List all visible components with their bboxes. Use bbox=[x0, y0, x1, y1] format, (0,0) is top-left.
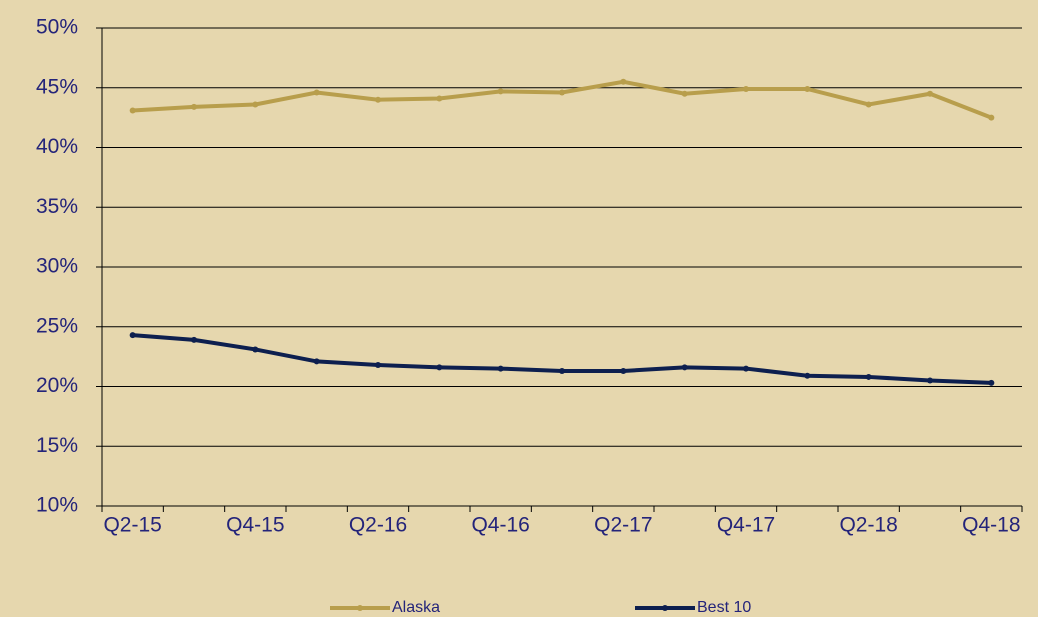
y-tick-label: 30% bbox=[36, 255, 78, 278]
legend-marker bbox=[357, 605, 363, 611]
x-tick-label: Q2-18 bbox=[839, 514, 897, 537]
point bbox=[743, 85, 749, 92]
x-tick-label: Q4-15 bbox=[226, 514, 284, 537]
point bbox=[804, 372, 811, 379]
point bbox=[927, 377, 933, 384]
legend-marker bbox=[662, 605, 668, 611]
point bbox=[252, 346, 259, 353]
y-tick-label: 25% bbox=[36, 314, 78, 337]
point bbox=[988, 114, 995, 121]
x-tick-label: Q4-18 bbox=[962, 514, 1020, 537]
line bbox=[132, 79, 993, 120]
point bbox=[129, 107, 136, 114]
point bbox=[497, 88, 504, 95]
point bbox=[129, 332, 136, 339]
point bbox=[743, 365, 749, 372]
point bbox=[191, 336, 197, 343]
point bbox=[191, 103, 197, 110]
point bbox=[313, 358, 320, 365]
point bbox=[559, 367, 565, 374]
y-tick-label: 15% bbox=[36, 434, 78, 457]
x-tick-label: Q4-17 bbox=[717, 514, 775, 537]
point bbox=[375, 361, 381, 368]
y-tick-label: 40% bbox=[36, 135, 78, 158]
point bbox=[436, 364, 443, 371]
x-tick-label: Q2-16 bbox=[349, 514, 407, 537]
y-tick-label: 35% bbox=[36, 195, 78, 218]
point bbox=[927, 90, 933, 97]
y-tick-label: 50% bbox=[36, 16, 78, 39]
point bbox=[865, 101, 872, 108]
y-tick-label: 10% bbox=[36, 494, 78, 517]
y-tick-label: 20% bbox=[36, 374, 78, 397]
legend-label: Alaska bbox=[392, 599, 440, 616]
point bbox=[252, 101, 259, 108]
point bbox=[497, 365, 504, 372]
line bbox=[132, 333, 992, 385]
y-tick-label: 45% bbox=[36, 75, 78, 98]
point bbox=[804, 85, 811, 92]
point bbox=[559, 89, 565, 96]
x-tick-label: Q2-15 bbox=[103, 514, 161, 537]
point bbox=[620, 367, 627, 374]
point bbox=[681, 364, 688, 371]
x-tick-label: Q2-17 bbox=[594, 514, 652, 537]
point bbox=[681, 90, 688, 97]
point bbox=[620, 78, 627, 85]
point bbox=[313, 89, 320, 96]
point bbox=[375, 96, 381, 103]
legend-label: Best 10 bbox=[697, 599, 751, 616]
point bbox=[988, 379, 995, 386]
x-tick-label: Q4-16 bbox=[471, 514, 529, 537]
point bbox=[865, 373, 872, 380]
point bbox=[436, 95, 443, 102]
